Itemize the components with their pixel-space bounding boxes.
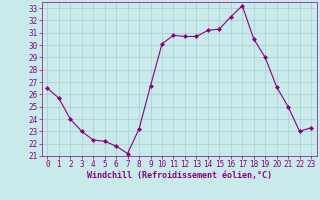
X-axis label: Windchill (Refroidissement éolien,°C): Windchill (Refroidissement éolien,°C) bbox=[87, 171, 272, 180]
